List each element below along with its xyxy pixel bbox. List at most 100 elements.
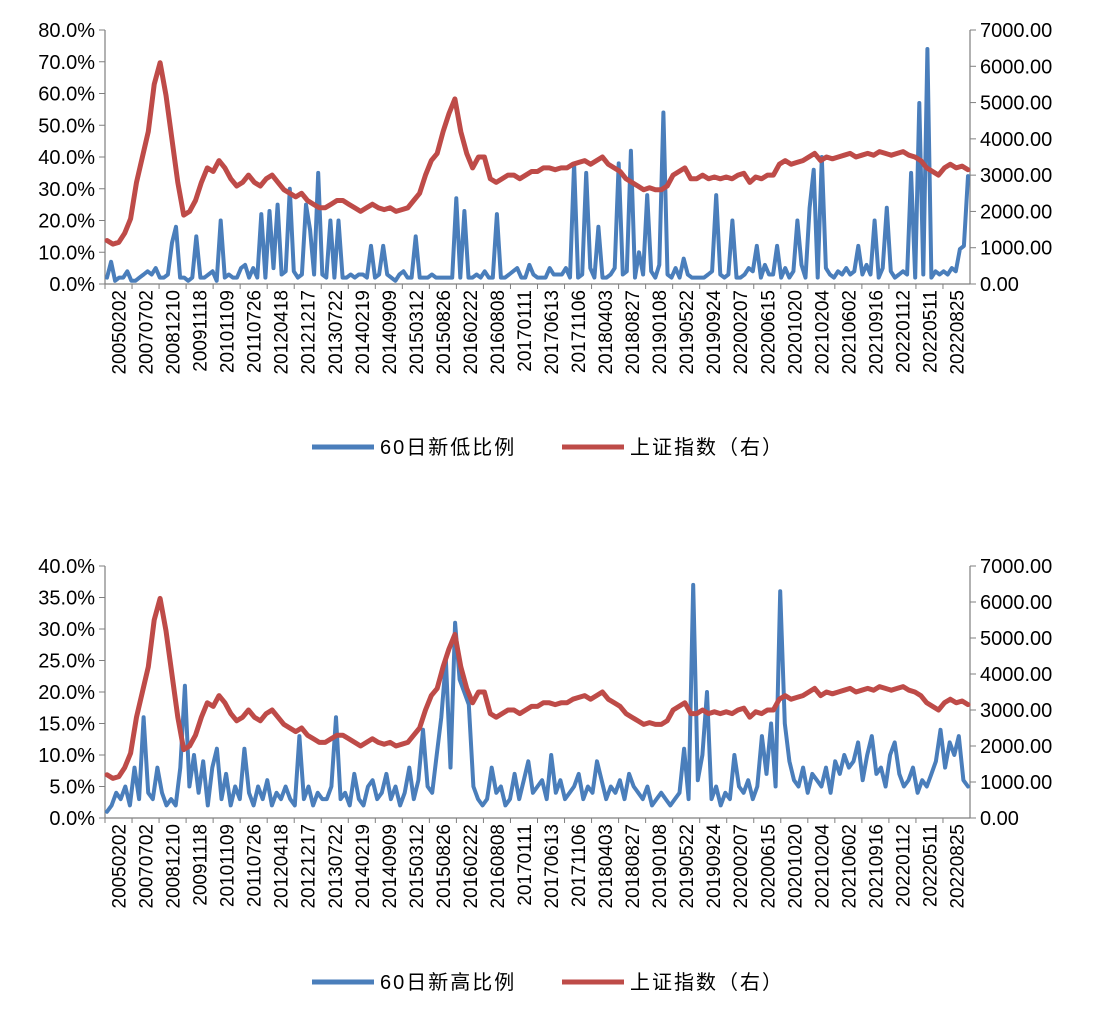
left-tick-label: 35.0% <box>38 588 95 610</box>
x-tick-label: 20070702 <box>137 824 158 909</box>
x-tick-label: 20160222 <box>461 824 482 909</box>
x-tick-label: 20210602 <box>839 824 860 909</box>
x-tick-label: 20070702 <box>137 290 158 375</box>
right-tick-label: 2000.00 <box>980 201 1052 223</box>
x-tick-label: 20201020 <box>785 824 806 909</box>
x-tick-label: 20180403 <box>596 824 617 909</box>
left-tick-label: 15.0% <box>38 714 95 736</box>
x-tick-label: 20121217 <box>299 824 320 909</box>
x-tick-label: 20180827 <box>623 824 644 909</box>
left-tick-label: 10.0% <box>38 745 95 767</box>
x-tick-label: 20190924 <box>704 290 725 375</box>
left-tick-label: 10.0% <box>38 242 95 264</box>
x-tick-label: 20190522 <box>677 824 698 909</box>
right-tick-label: 7000.00 <box>980 20 1052 42</box>
x-tick-label: 20170111 <box>515 290 536 372</box>
left-tick-label: 20.0% <box>38 682 95 704</box>
left-tick-label: 50.0% <box>38 115 95 137</box>
x-tick-label: 20140219 <box>353 290 374 375</box>
x-tick-label: 20130722 <box>326 824 347 909</box>
x-tick-label: 20200615 <box>758 290 779 375</box>
legend-label: 上证指数（右） <box>630 971 784 994</box>
x-tick-label: 20091118 <box>191 290 212 372</box>
left-tick-label: 60.0% <box>38 84 95 106</box>
legend-label: 60日新低比例 <box>380 436 516 459</box>
x-tick-label: 20210916 <box>866 824 887 909</box>
left-tick-label: 30.0% <box>38 619 95 641</box>
x-tick-label: 20120418 <box>272 824 293 909</box>
x-tick-label: 20101109 <box>218 824 239 907</box>
legend-label: 60日新高比例 <box>380 971 516 994</box>
right-tick-label: 5000.00 <box>980 93 1052 115</box>
x-tick-label: 20160808 <box>488 290 509 375</box>
left-tick-label: 40.0% <box>38 556 95 578</box>
x-tick-label: 20210204 <box>812 824 833 909</box>
right-tick-label: 5000.00 <box>980 628 1052 650</box>
x-tick-label: 20210204 <box>812 290 833 375</box>
x-tick-label: 20081210 <box>164 824 185 909</box>
x-tick-label: 20171106 <box>569 824 590 907</box>
x-tick-label: 20130722 <box>326 290 347 375</box>
x-tick-label: 20081210 <box>164 290 185 375</box>
x-tick-label: 20220511 <box>920 290 941 373</box>
chart-new-high-ratio: 0.0% 5.0% 10.0% 15.0% 20.0% 25.0% 30.0% 35.0% 40… <box>38 556 1052 994</box>
left-tick-label: 30.0% <box>38 179 95 201</box>
x-tick-label: 20101109 <box>218 290 239 373</box>
x-tick-label: 20150312 <box>407 824 428 909</box>
series-line-ratio <box>105 47 970 283</box>
x-tick-label: 20140219 <box>353 824 374 909</box>
left-tick-label: 0.0% <box>49 274 95 296</box>
x-tick-label: 20140909 <box>380 824 401 909</box>
x-tick-label: 20210916 <box>866 290 887 375</box>
left-tick-label: 80.0% <box>38 20 95 42</box>
right-tick-label: 0.00 <box>980 808 1019 830</box>
right-tick-label: 6000.00 <box>980 56 1052 78</box>
right-tick-label: 4000.00 <box>980 664 1052 686</box>
right-tick-label: 2000.00 <box>980 736 1052 758</box>
right-tick-label: 6000.00 <box>980 592 1052 614</box>
x-tick-label: 20110726 <box>245 824 266 907</box>
x-tick-label: 20150312 <box>407 290 428 375</box>
series-line-index <box>104 595 971 781</box>
x-tick-label: 20220112 <box>893 824 914 907</box>
x-tick-label: 20180403 <box>596 290 617 375</box>
x-tick-label: 20201020 <box>785 290 806 375</box>
legend: 60日新低比例 上证指数（右） <box>312 436 784 459</box>
x-tick-label: 20150826 <box>434 290 455 375</box>
x-tick-label: 20160222 <box>461 290 482 375</box>
x-tick-label: 20050202 <box>110 824 131 909</box>
x-tick-label: 20200207 <box>731 290 752 375</box>
x-tick-label: 20220825 <box>947 824 968 909</box>
right-tick-label: 3000.00 <box>980 165 1052 187</box>
chart-new-low-ratio: 0.0% 10.0% 20.0% 30.0% 40.0% 50.0% 60.0% 70.0% 8… <box>38 20 1052 459</box>
left-tick-label: 40.0% <box>38 147 95 169</box>
right-tick-label: 3000.00 <box>980 700 1052 722</box>
left-tick-label: 70.0% <box>38 52 95 74</box>
left-tick-label: 25.0% <box>38 651 95 673</box>
series-line-ratio <box>105 582 970 814</box>
x-tick-label: 20200207 <box>731 824 752 909</box>
x-tick-label: 20200615 <box>758 824 779 909</box>
x-tick-label: 20220511 <box>920 824 941 907</box>
x-tick-label: 20190108 <box>650 290 671 375</box>
left-tick-label: 5.0% <box>49 777 95 799</box>
x-tick-label: 20170111 <box>515 824 536 906</box>
right-tick-label: 1000.00 <box>980 772 1052 794</box>
x-tick-label: 20091118 <box>191 824 212 906</box>
x-tick-label: 20180827 <box>623 290 644 375</box>
x-tick-label: 20220825 <box>947 290 968 375</box>
series-line-index <box>104 60 971 247</box>
x-tick-label: 20121217 <box>299 290 320 375</box>
right-tick-label: 4000.00 <box>980 129 1052 151</box>
x-tick-label: 20150826 <box>434 824 455 909</box>
x-tick-label: 20210602 <box>839 290 860 375</box>
x-tick-label: 20171106 <box>569 290 590 373</box>
left-tick-label: 0.0% <box>49 808 95 830</box>
right-tick-label: 1000.00 <box>980 238 1052 260</box>
x-tick-label: 20170613 <box>542 824 563 909</box>
right-tick-label: 7000.00 <box>980 556 1052 578</box>
legend-label: 上证指数（右） <box>630 436 784 459</box>
left-tick-label: 20.0% <box>38 211 95 233</box>
x-tick-label: 20050202 <box>110 290 131 375</box>
